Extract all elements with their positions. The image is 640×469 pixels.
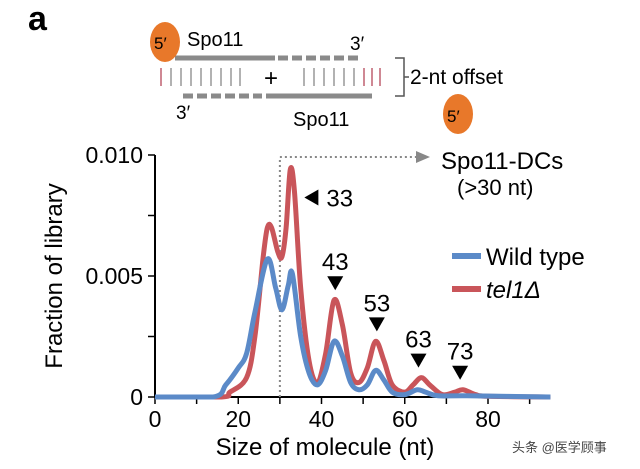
y-tick-label: 0.010 [85, 142, 143, 168]
peak-annotations: 33 43 53 63 73 [304, 186, 473, 380]
bottom-spo11-protein [443, 94, 473, 134]
series-lines [155, 165, 551, 400]
threshold-line [278, 156, 418, 397]
x-tick-label: 20 [225, 406, 251, 432]
y-tick-label: 0.005 [85, 263, 143, 289]
peak-marker-icon [368, 317, 385, 332]
x-tick-label: 80 [475, 406, 501, 432]
bottom-3prime: 3′ [176, 103, 191, 124]
series-line-wild-type [155, 256, 551, 400]
peak-marker-icon [410, 353, 427, 368]
peak-marker-icon [327, 276, 344, 291]
bottom-protein-label: Spo11 [293, 109, 349, 131]
peak-marker-icon [304, 189, 319, 206]
x-tick-label: 0 [149, 406, 162, 432]
offset-bracket [395, 57, 409, 97]
x-tick-label: 60 [392, 406, 418, 432]
legend-label-tel1: tel1Δ [486, 277, 541, 304]
peak-label: 63 [405, 327, 432, 354]
peak-label: 33 [326, 186, 353, 213]
panel-label: a [28, 0, 48, 38]
dsb-diagram: + 5′ Spo11 3′ 5′ Spo11 3′ 2-nt offset [150, 22, 503, 134]
x-tick-label: 40 [309, 406, 335, 432]
y-tick-label: 0 [130, 384, 143, 410]
series-line-tel1 [155, 165, 551, 400]
y-axis-label: Fraction of library [41, 183, 68, 368]
threshold-arrow-icon [416, 151, 430, 163]
peak-label: 53 [364, 290, 391, 317]
top-spo11-protein [150, 22, 180, 62]
plus-sign: + [264, 65, 278, 92]
bottom-5prime: 5′ [447, 107, 460, 126]
peak-marker-icon [452, 365, 469, 380]
threshold-label: Spo11-DCs [441, 148, 563, 175]
top-3prime: 3′ [350, 34, 365, 55]
x-axis-label: Size of molecule (nt) [216, 434, 435, 461]
offset-label: 2-nt offset [410, 66, 503, 89]
base-pair-ticks [160, 68, 381, 86]
threshold-sublabel: (>30 nt) [457, 175, 533, 200]
top-5prime: 5′ [154, 34, 167, 53]
peak-label: 43 [322, 249, 349, 276]
top-protein-label: Spo11 [187, 29, 243, 51]
legend-label-wild-type: Wild type [486, 244, 585, 271]
watermark: 头条 @医学顾事 [512, 440, 607, 455]
peak-label: 73 [447, 339, 474, 366]
chart: 0 20 40 60 80 0 0.005 0.010 33 43 53 63 73 Size of … [41, 142, 585, 461]
legend: Wild type tel1Δ [452, 244, 585, 304]
